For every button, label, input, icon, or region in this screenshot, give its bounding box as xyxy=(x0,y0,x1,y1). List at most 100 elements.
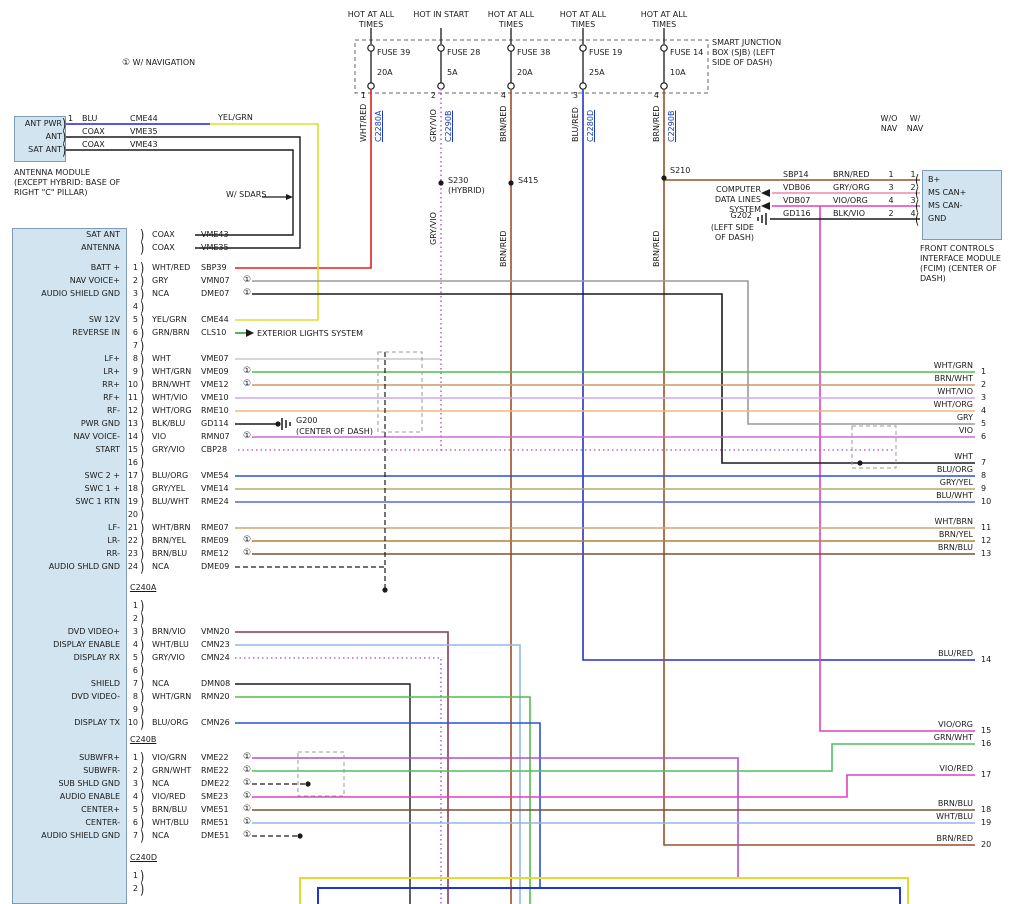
pin-number: 3 xyxy=(132,289,138,298)
circuit-code: CME44 xyxy=(201,315,229,324)
fuse-terminal-icon xyxy=(437,82,445,90)
pin-number: 20 xyxy=(127,510,138,519)
right-wire-label: GRY xyxy=(956,413,973,422)
circuit-code: VME07 xyxy=(201,354,229,363)
fcim-pin-name: GND xyxy=(928,214,947,223)
data-lines-arrow-icon xyxy=(761,202,770,210)
pin-name: LR+ xyxy=(103,367,120,376)
fuse-pin-number: 4 xyxy=(500,91,506,100)
circuit-code: RME24 xyxy=(201,497,229,506)
pin-name: SWC 1 + xyxy=(84,484,120,493)
fuse-pin-number: 1 xyxy=(360,91,366,100)
connector-link[interactable]: C2280A xyxy=(374,110,383,142)
fcim-caption: FRONT CONTROLS INTERFACE MODULE (FCIM) (… xyxy=(920,244,1001,283)
circuit-code: CMN26 xyxy=(201,718,230,727)
fuse-terminal-icon xyxy=(367,82,375,90)
pin-name: SUBWFR+ xyxy=(79,753,120,762)
right-wire-label: WHT/GRN xyxy=(933,361,973,370)
circuit-code: CME44 xyxy=(130,114,158,123)
pin-number: 7 xyxy=(132,679,138,688)
pin-number: 16 xyxy=(127,458,138,467)
wire-color-label: VIO xyxy=(152,432,167,441)
connector-name[interactable]: C240B xyxy=(130,735,157,744)
pin-bracket: ) xyxy=(140,533,145,550)
pin-name: SAT ANT xyxy=(86,230,120,239)
pin-name: SUBWFR- xyxy=(83,766,120,775)
pin-bracket: ) xyxy=(140,802,145,819)
pin-bracket: ) xyxy=(62,142,67,159)
pin-bracket: ) xyxy=(140,240,145,257)
wire-color-label: VIO/RED xyxy=(152,792,186,801)
right-wire-label: BRN/BLU xyxy=(937,543,973,552)
pin-number: 2 xyxy=(132,884,138,893)
wire-continuation-number: 3 xyxy=(981,393,987,402)
circuit-code: VME12 xyxy=(201,380,229,389)
pin-number: 10 xyxy=(127,380,138,389)
circuit-code: DME22 xyxy=(201,779,230,788)
wire-color-label: BLK/VIO xyxy=(833,209,866,218)
wire-color-label: BLU/ORG xyxy=(152,718,189,727)
fuse-terminal-icon xyxy=(507,44,515,52)
wire-color-label: NCA xyxy=(152,831,170,840)
fcim-pin-name: B+ xyxy=(928,175,941,184)
connector-name[interactable]: C240D xyxy=(130,853,158,862)
wire-color-label: YEL/GRN xyxy=(152,315,187,324)
wire-continuation-number: 8 xyxy=(981,471,987,480)
wire-color-vertical-label: WHT/RED xyxy=(359,103,368,142)
fuse-terminal-icon xyxy=(660,82,668,90)
pin-number-wo-nav: 2 xyxy=(888,209,894,218)
pin-number: 5 xyxy=(132,315,138,324)
fuse-terminal-icon xyxy=(437,44,445,52)
wire-continuation-number: 10 xyxy=(981,497,992,506)
pin-number: 13 xyxy=(127,419,138,428)
wire-continuation-number: 19 xyxy=(981,818,992,827)
right-wire-label: VIO xyxy=(958,426,973,435)
circuit-code: RME09 xyxy=(201,536,229,545)
pin-bracket: ) xyxy=(140,611,145,628)
pin-bracket: ) xyxy=(140,455,145,472)
pin-name: CENTER- xyxy=(85,818,120,827)
sjb-caption: SMART JUNCTION BOX (SJB) (LEFT SIDE OF D… xyxy=(712,38,782,67)
pin-name: SHIELD xyxy=(90,679,120,688)
splice-dot xyxy=(305,781,311,787)
pin-bracket: ) xyxy=(140,507,145,524)
pin-name: BATT + xyxy=(90,263,120,272)
pin-name: AUDIO SHLD GND xyxy=(48,562,120,571)
pin-number: 6 xyxy=(132,666,138,675)
connector-link[interactable]: C2290B xyxy=(667,110,676,142)
pin-bracket: ) xyxy=(140,815,145,832)
fuse-rating: 20A xyxy=(377,68,393,77)
antenna-caption: ANTENNA MODULE (EXCEPT HYBRID: BASE OF R… xyxy=(14,168,121,197)
pin-bracket: ) xyxy=(140,789,145,806)
wire-color-label: COAX xyxy=(152,243,175,252)
wire-line xyxy=(235,683,411,904)
connector-name[interactable]: C240A xyxy=(130,583,157,592)
pin-name: AUDIO ENABLE xyxy=(59,792,120,801)
pin-name: RF- xyxy=(106,406,120,415)
circuit-code: RMN20 xyxy=(201,692,230,701)
wire-color-label: BRN/BLU xyxy=(152,805,188,814)
fuse-rating: 25A xyxy=(589,68,605,77)
pin-bracket: ) xyxy=(140,689,145,706)
bottom-module-outline-blue xyxy=(317,887,901,904)
pin-number: 15 xyxy=(127,445,138,454)
pin-bracket: ) xyxy=(140,351,145,368)
connector-link[interactable]: C2280D xyxy=(586,109,595,142)
pin-name: SWC 2 + xyxy=(84,471,120,480)
wire-line xyxy=(66,149,294,236)
fuse-name: FUSE 39 xyxy=(377,48,411,57)
connector-link[interactable]: C2290B xyxy=(444,110,453,142)
wire-color-label: VIO/ORG xyxy=(833,196,868,205)
wire-color-label: WHT/BLU xyxy=(152,818,189,827)
pin-number-wo-nav: 4 xyxy=(888,196,894,205)
wire-color-label: COAX xyxy=(152,230,175,239)
sdars-reference: W/ SDARS xyxy=(226,190,267,199)
wire-color-label: COAX xyxy=(82,127,105,136)
splice-dot xyxy=(297,833,303,839)
inline-connector-outline xyxy=(377,351,423,433)
pin-name: DISPLAY TX xyxy=(74,718,120,727)
pin-bracket: ) xyxy=(140,260,145,277)
wire-color-label: WHT/RED xyxy=(152,263,191,272)
pin-number: 1 xyxy=(132,263,138,272)
splice-dot xyxy=(275,421,281,427)
